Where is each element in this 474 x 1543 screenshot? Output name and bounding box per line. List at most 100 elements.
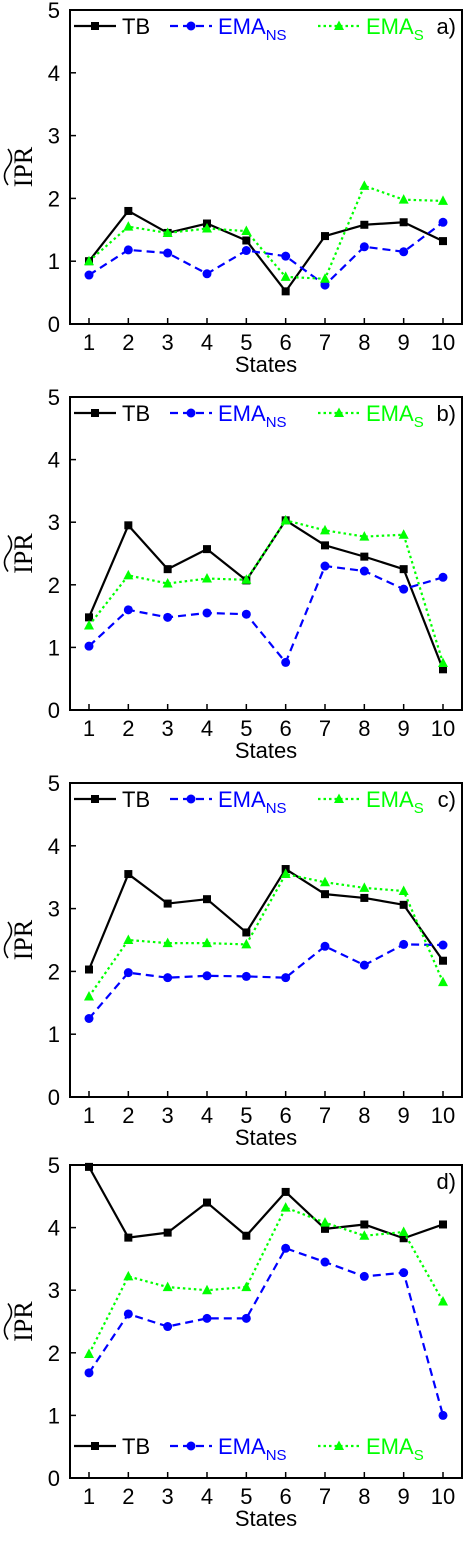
y-tick-label: 1 xyxy=(48,635,60,660)
y-tick-label: 0 xyxy=(48,1466,60,1491)
data-point-ema_ns xyxy=(202,269,212,279)
legend-label-0: TB xyxy=(122,787,150,812)
data-point-tb xyxy=(360,220,369,229)
x-tick-label: 3 xyxy=(162,1103,174,1128)
data-point-ema_s xyxy=(280,868,291,879)
series-line-ema_s xyxy=(88,519,445,664)
data-point-tb xyxy=(124,206,133,215)
panel-label: a) xyxy=(436,14,456,39)
x-tick-label: 5 xyxy=(240,1484,252,1509)
legend-label-2: EMAS xyxy=(366,787,424,817)
data-point-ema_ns xyxy=(438,940,448,950)
series-line-ema_s xyxy=(88,872,445,998)
y-tick-label: 3 xyxy=(48,124,60,149)
data-point-ema_s xyxy=(202,223,212,233)
data-point-ema_s xyxy=(84,1348,94,1359)
series-line-ema_s xyxy=(88,1206,444,1355)
series-line-tb xyxy=(88,1166,444,1240)
series-line-ema_s xyxy=(88,184,444,280)
x-tick-label: 2 xyxy=(122,330,134,355)
data-point-ema_s xyxy=(359,180,370,190)
data-point-tb xyxy=(360,1220,369,1229)
data-point-ema_s xyxy=(359,531,370,541)
data-point-tb xyxy=(360,552,369,561)
data-point-ema_ns xyxy=(281,657,291,667)
data-point-ema_ns xyxy=(202,608,212,618)
data-point-ema_ns xyxy=(163,612,173,622)
data-point-ema_s xyxy=(123,569,134,580)
y-tick-label: 1 xyxy=(48,249,60,274)
data-point-tb xyxy=(124,521,133,530)
data-point-ema_s xyxy=(438,1295,448,1306)
data-point-ema_s xyxy=(398,529,409,539)
y-tick-label: 2 xyxy=(48,1341,60,1366)
legend-label-0: TB xyxy=(122,14,150,39)
data-point-ema_ns xyxy=(241,971,251,981)
y-tick-label: 3 xyxy=(48,1278,60,1303)
legend-marker-2 xyxy=(334,20,344,30)
data-point-ema_s xyxy=(398,1226,409,1236)
x-tick-label: 1 xyxy=(83,716,95,741)
data-point-ema_ns xyxy=(438,217,448,227)
y-axis-label-text: IPR xyxy=(9,1301,38,1342)
data-point-ema_s xyxy=(241,574,252,584)
series-line-ema_ns xyxy=(88,1247,445,1416)
panel-label: d) xyxy=(436,1169,456,1194)
x-tick-label: 3 xyxy=(162,716,174,741)
series-line-ema_ns xyxy=(88,564,444,664)
data-point-ema_s xyxy=(359,1230,370,1240)
data-point-ema_ns xyxy=(84,1014,94,1023)
x-tick-label: 10 xyxy=(431,330,455,355)
data-point-tb xyxy=(163,565,172,574)
tilde-accent xyxy=(3,148,13,186)
x-tick-label: 8 xyxy=(358,330,370,355)
x-tick-label: 9 xyxy=(398,1484,410,1509)
x-tick-label: 8 xyxy=(358,1103,370,1128)
x-tick-label: 10 xyxy=(431,1484,455,1509)
x-tick-label: 7 xyxy=(319,716,331,741)
data-point-ema_ns xyxy=(84,1368,94,1378)
y-tick-label: 0 xyxy=(48,1085,60,1110)
data-point-ema_ns xyxy=(281,973,291,983)
x-tick-label: 4 xyxy=(201,1484,213,1509)
x-tick-label: 3 xyxy=(162,330,174,355)
x-tick-label: 4 xyxy=(201,716,213,741)
data-point-tb xyxy=(85,1162,93,1171)
x-tick-label: 3 xyxy=(162,1484,174,1509)
series-line-tb xyxy=(88,209,444,293)
data-point-ema_ns xyxy=(163,248,173,258)
plot-frame xyxy=(69,1164,463,1479)
y-tick-label: 2 xyxy=(48,959,60,984)
y-tick-label: 4 xyxy=(48,834,60,859)
x-tick-label: 7 xyxy=(319,330,331,355)
x-tick-label: 1 xyxy=(83,1484,95,1509)
legend: TB EMANS EMAS xyxy=(74,401,424,431)
legend-marker-0 xyxy=(91,409,99,417)
data-point-ema_s xyxy=(359,882,370,892)
y-tick-label: 0 xyxy=(48,312,60,337)
legend-marker-0 xyxy=(91,22,99,30)
y-tick-label: 4 xyxy=(48,448,60,473)
data-point-ema_s xyxy=(320,273,330,283)
data-point-ema_s xyxy=(438,976,448,987)
legend-label-2: EMAS xyxy=(366,401,424,431)
x-tick-label: 9 xyxy=(398,330,410,355)
x-tick-label: 10 xyxy=(431,1103,455,1128)
series-line-ema_ns xyxy=(88,221,444,287)
y-tick-label: 3 xyxy=(48,510,60,535)
legend-label-1: EMANS xyxy=(218,787,287,817)
data-point-ema_ns xyxy=(320,1257,330,1267)
x-tick-label: 9 xyxy=(398,716,410,741)
data-point-ema_s xyxy=(123,221,134,231)
x-axis-label: States xyxy=(235,1125,297,1150)
y-tick-label: 2 xyxy=(48,573,60,598)
data-point-ema_s xyxy=(241,225,252,236)
data-point-ema_ns xyxy=(163,973,173,983)
data-point-ema_s xyxy=(162,937,173,948)
y-axis-label: IPR xyxy=(3,533,38,574)
data-point-tb xyxy=(242,236,251,245)
data-point-tb xyxy=(399,900,408,909)
data-point-tb xyxy=(439,956,447,965)
x-tick-label: 1 xyxy=(83,1103,95,1128)
data-point-tb xyxy=(399,1234,408,1243)
